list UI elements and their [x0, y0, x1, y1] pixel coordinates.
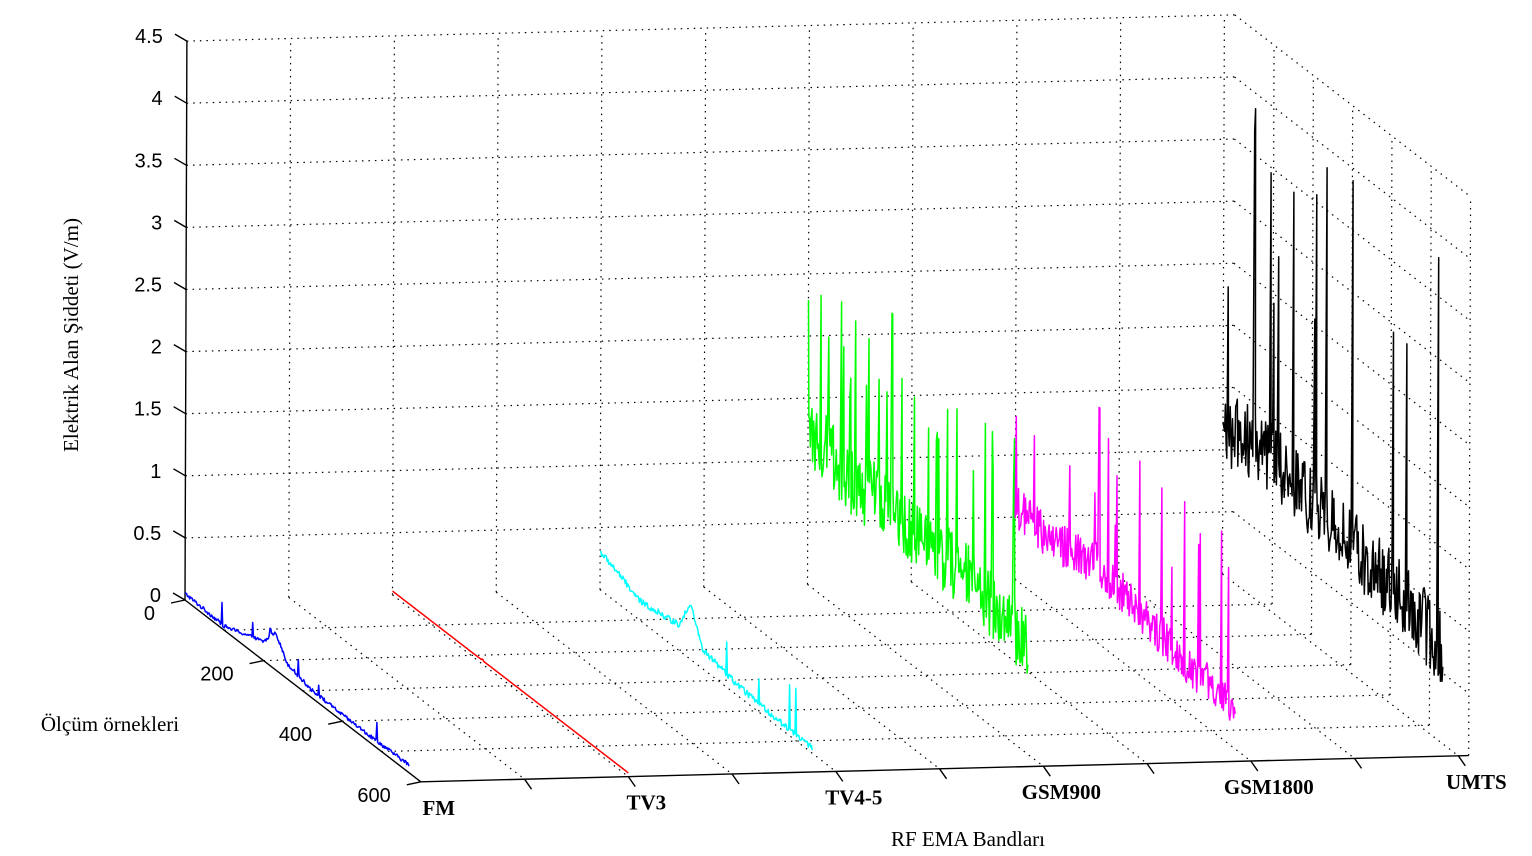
gridline-floor-x	[703, 586, 940, 770]
gridline-side-z	[1233, 138, 1471, 322]
gridline-side-z	[1233, 200, 1471, 384]
z-axis-label: Elektrik Alan Şiddeti (V/m)	[59, 218, 83, 452]
z-tick-label: 2	[151, 337, 162, 359]
y-tick	[249, 659, 264, 665]
gridline-side-z	[1233, 386, 1470, 570]
gridline-back-z	[186, 76, 1235, 104]
x-tick	[938, 768, 948, 780]
x-tick	[1042, 765, 1051, 777]
gridline-back-z	[185, 511, 1234, 539]
gridline-side-z	[1233, 262, 1471, 446]
gridline-back-z	[185, 448, 1234, 477]
y-tick	[170, 599, 186, 604]
z-tick	[174, 33, 188, 42]
z-tick	[173, 468, 186, 477]
z-tick-label: 4.5	[135, 26, 163, 48]
gridline-floor-y	[224, 603, 1273, 631]
z-tick	[172, 530, 186, 539]
series-line-tv4-5	[599, 550, 813, 751]
x-tick-label-tv3: TV3	[626, 791, 666, 815]
axes	[170, 33, 1469, 790]
gridline-floor-x	[1014, 578, 1252, 762]
gridline-floor-x	[1118, 576, 1355, 759]
x-tick-label-tv4-5: TV4-5	[825, 785, 882, 809]
z-tick-label: 4	[152, 88, 163, 110]
x-tick	[1457, 755, 1466, 767]
x-axis-label: RF EMA Bandları	[891, 827, 1045, 851]
gridline-back-x	[703, 28, 707, 588]
grid-lines	[185, 14, 1472, 780]
gridline-back-x	[910, 22, 914, 582]
gridline-floor-x	[910, 581, 1148, 765]
gridline-floor-x	[1222, 573, 1459, 757]
z-tick-label: 3	[151, 212, 162, 234]
gridline-floor-x	[807, 583, 1044, 767]
x-tick-label-umts: UMTS	[1446, 770, 1507, 794]
z-tick-label: 0	[150, 585, 161, 607]
gridline-side-z	[1234, 76, 1471, 260]
series-line-gsm900	[807, 294, 1029, 674]
z-axis-line	[184, 41, 188, 601]
gridline-back-x	[1118, 17, 1122, 577]
z-tick	[173, 406, 186, 415]
gridline-back-z	[186, 14, 1235, 42]
x-tick	[1146, 763, 1155, 775]
y-tick-label: 200	[200, 664, 233, 686]
z-tick	[174, 157, 187, 166]
gridline-back-z	[186, 200, 1235, 228]
x-tick	[1250, 760, 1259, 772]
x-tick-label-gsm1800: GSM1800	[1224, 775, 1314, 799]
series-line-gsm1800	[1014, 406, 1236, 721]
z-tick	[174, 95, 188, 104]
gridline-floor-x	[599, 589, 837, 772]
gridline-back-z	[185, 324, 1234, 353]
gridline-back-x	[288, 38, 292, 598]
z-tick	[173, 281, 187, 291]
tick-labels: 0 0.5 1 1.5 2 2.5 3 3.5 4 4.5 0 200 400 600 FM TV3 TV4-5…	[133, 26, 1506, 820]
y-tick	[328, 720, 343, 725]
x-tick	[835, 770, 844, 782]
series-line-umts	[1222, 107, 1444, 683]
gridline-floor-x	[288, 596, 525, 780]
z-tick-label: 3.5	[135, 150, 163, 172]
y-tick	[406, 781, 421, 786]
gridline-back-x	[1221, 15, 1225, 575]
z-tick-label: 1	[150, 461, 161, 483]
series-line-tv3	[392, 590, 629, 774]
gridline-side-y	[1310, 75, 1314, 635]
z-tick	[173, 343, 187, 353]
gridline-floor-x	[392, 594, 629, 778]
z-tick	[173, 219, 187, 229]
y-tick-label: 0	[144, 603, 155, 625]
x-tick	[523, 778, 533, 790]
gridline-back-x	[599, 30, 603, 590]
gridline-floor-x	[495, 591, 733, 775]
gridline-back-z	[185, 386, 1234, 415]
x-tick	[731, 773, 740, 785]
gridline-floor-y	[381, 724, 1430, 753]
gridline-side-y	[1468, 196, 1472, 756]
gridline-back-x	[391, 35, 395, 595]
y-tick-label: 400	[279, 724, 312, 746]
x-tick	[1353, 757, 1363, 769]
series-line-fm	[184, 591, 410, 767]
z-tick-label: 0.5	[133, 523, 161, 545]
z-tick-label: 2.5	[134, 275, 162, 297]
gridline-back-x	[495, 33, 499, 593]
y-tick-label: 600	[357, 785, 390, 807]
z-tick	[172, 592, 186, 601]
x-tick-label-gsm900: GSM900	[1022, 780, 1101, 804]
gridline-back-z	[186, 138, 1235, 166]
y-axis-line	[184, 599, 422, 783]
gridline-back-z	[186, 262, 1234, 291]
x-axis-line	[420, 754, 1469, 783]
x-tick-label-fm: FM	[422, 796, 455, 820]
z-tick-label: 1.5	[134, 399, 162, 421]
gridline-side-z	[1234, 14, 1471, 198]
y-axis-label: Ölçüm örnekleri	[41, 712, 179, 736]
x-tick	[627, 776, 636, 788]
data-series	[184, 107, 1444, 774]
